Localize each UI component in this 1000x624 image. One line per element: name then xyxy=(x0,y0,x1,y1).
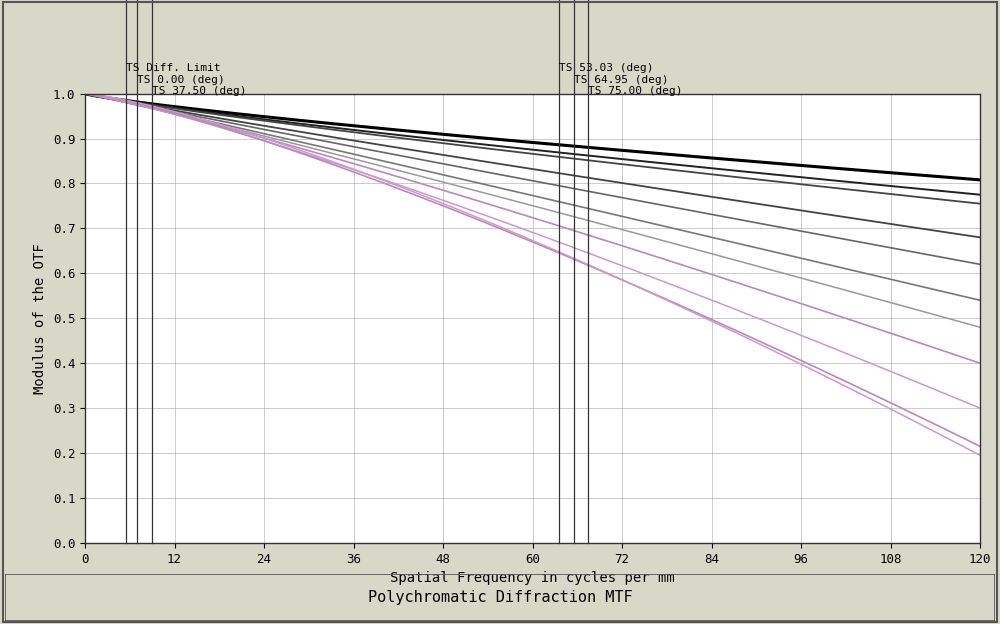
Text: TS 64.95 (deg): TS 64.95 (deg) xyxy=(574,75,668,85)
Text: TS Diff. Limit: TS Diff. Limit xyxy=(126,64,221,74)
Text: Polychromatic Diffraction MTF: Polychromatic Diffraction MTF xyxy=(368,590,632,605)
Text: TS 75.00 (deg): TS 75.00 (deg) xyxy=(588,86,683,96)
Text: TS 37.50 (deg): TS 37.50 (deg) xyxy=(152,86,247,96)
Text: TS 53.03 (deg): TS 53.03 (deg) xyxy=(559,64,653,74)
Y-axis label: Modulus of the OTF: Modulus of the OTF xyxy=(33,243,47,394)
X-axis label: Spatial Frequency in cycles per mm: Spatial Frequency in cycles per mm xyxy=(390,571,675,585)
Text: TS 0.00 (deg): TS 0.00 (deg) xyxy=(137,75,225,85)
